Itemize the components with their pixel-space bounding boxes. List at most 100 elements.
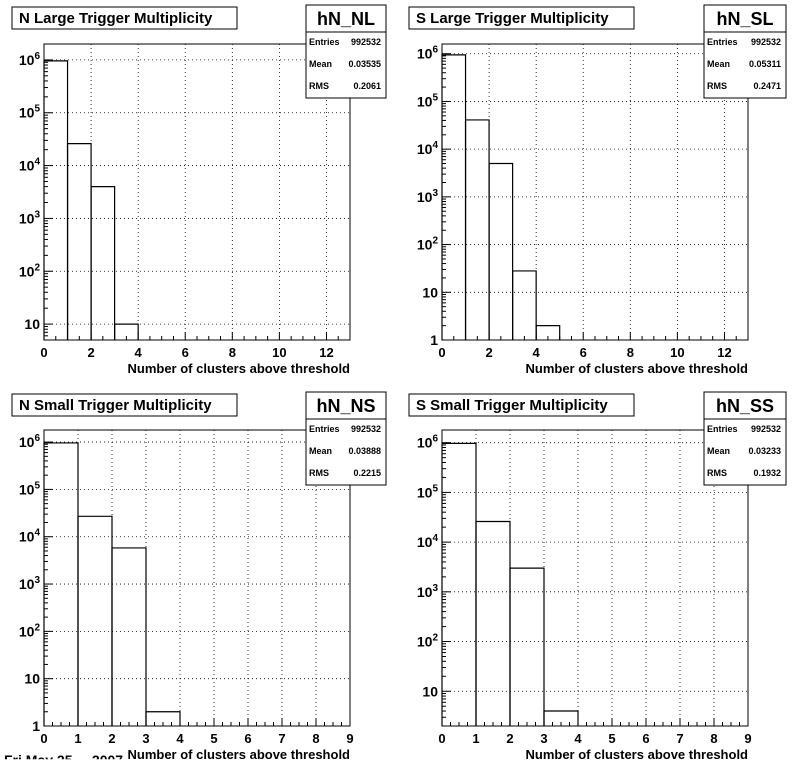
x-tick-label: 4 — [135, 345, 143, 360]
x-tick-label: 12 — [319, 345, 333, 360]
histogram-bar — [111, 547, 147, 726]
histogram-name-box — [305, 391, 387, 420]
x-tick-label: 5 — [608, 731, 615, 746]
histogram-name: hN_SL — [716, 9, 773, 29]
x-tick-label: 4 — [533, 345, 541, 360]
x-tick-label: 0 — [40, 345, 47, 360]
histogram-bar — [475, 520, 511, 726]
y-tick-label: 103 — [19, 575, 41, 592]
x-tick-label: 2 — [108, 731, 115, 746]
x-tick-label: 2 — [506, 731, 513, 746]
histogram-bar — [509, 567, 545, 726]
x-tick-label: 3 — [540, 731, 547, 746]
x-tick-label: 12 — [717, 345, 731, 360]
footer-timestamp: Fri May 25 ... 2007 — [4, 752, 124, 768]
chart-title: S Small Trigger Multiplicity — [416, 397, 608, 414]
x-tick-label: 8 — [710, 731, 717, 746]
stats-box — [305, 31, 387, 99]
x-tick-label: 6 — [182, 345, 189, 360]
x-tick-label: 8 — [627, 345, 634, 360]
x-tick-label: 0 — [40, 731, 47, 746]
histogram-bar — [145, 711, 181, 726]
histogram-name: hN_NS — [316, 396, 375, 416]
histogram-bar — [535, 325, 561, 340]
y-tick-label: 104 — [19, 528, 41, 545]
y-tick-label: 105 — [19, 104, 41, 121]
y-tick-label: 10 — [422, 683, 438, 699]
histogram-bar — [464, 119, 490, 340]
plot-frame — [441, 43, 749, 341]
x-tick-label: 0 — [438, 345, 445, 360]
y-tick-label: 105 — [417, 92, 439, 109]
x-tick-label: 7 — [278, 731, 285, 746]
x-tick-label: 2 — [485, 345, 492, 360]
stats-label: RMS — [707, 81, 727, 91]
stats-box — [305, 418, 387, 486]
histogram-bar — [441, 442, 477, 726]
x-tick-label: 1 — [74, 731, 81, 746]
histogram-bar — [543, 710, 579, 726]
y-tick-label: 105 — [19, 480, 41, 497]
stats-value: 0.2215 — [353, 468, 381, 478]
histogram-panel-4: 0 1 2 3 4 5 6 7 8 9 10 102 103 104 105 106 Number of clu… — [408, 391, 787, 762]
histogram-name: hN_SS — [716, 396, 774, 416]
x-tick-label: 10 — [670, 345, 684, 360]
stats-value: 0.03535 — [348, 59, 381, 69]
stats-value: 0.03233 — [748, 446, 781, 456]
x-tick-label: 4 — [176, 731, 184, 746]
stats-value: 992532 — [351, 424, 381, 434]
x-tick-label: 6 — [580, 345, 587, 360]
y-tick-label: 104 — [417, 533, 439, 550]
chart-title: S Large Trigger Multiplicity — [416, 10, 609, 27]
x-tick-label: 9 — [346, 731, 353, 746]
plot-frame — [43, 429, 351, 727]
y-tick-label: 103 — [417, 583, 439, 600]
x-tick-label: 1 — [472, 731, 479, 746]
stats-label: Mean — [707, 59, 730, 69]
x-tick-label: 4 — [574, 731, 582, 746]
stats-value: 0.05311 — [749, 59, 781, 69]
stats-value: 992532 — [751, 424, 781, 434]
histogram-bar — [77, 515, 113, 726]
histogram-bar — [114, 323, 139, 340]
histogram-bar — [512, 270, 537, 340]
x-axis-label: Number of clusters above threshold — [128, 361, 351, 376]
y-tick-label: 103 — [19, 209, 41, 226]
histogram-panel-1: 0 2 4 6 8 10 12 10 102 103 104 105 106 Number of clus… — [11, 4, 387, 376]
plot-frame — [43, 43, 351, 341]
y-tick-label: 102 — [417, 633, 439, 650]
stats-value: 0.2061 — [353, 81, 381, 91]
y-tick-label: 102 — [19, 262, 41, 279]
histogram-name-box — [305, 4, 387, 33]
chart-title: N Small Trigger Multiplicity — [19, 397, 212, 414]
stats-label: Mean — [309, 446, 332, 456]
y-tick-label: 1 — [32, 718, 40, 734]
stats-label: Entries — [309, 37, 340, 47]
x-tick-label: 6 — [244, 731, 251, 746]
stats-label: Mean — [707, 446, 730, 456]
y-tick-label: 102 — [417, 236, 439, 253]
histogram-panel-2: 0 2 4 6 8 10 12 1 10 102 103 104 105 106 Number of clu… — [408, 4, 787, 376]
x-axis-label: Number of clusters above threshold — [526, 747, 749, 762]
y-tick-label: 102 — [19, 622, 41, 639]
title-box — [408, 6, 635, 30]
stats-value: 0.1932 — [753, 468, 781, 478]
x-tick-label: 8 — [229, 345, 236, 360]
y-tick-label: 106 — [19, 51, 41, 68]
y-tick-label: 10 — [24, 671, 40, 687]
stats-value: 992532 — [351, 37, 381, 47]
histogram-bar — [43, 60, 69, 340]
x-tick-label: 8 — [312, 731, 319, 746]
y-tick-label: 106 — [417, 45, 439, 62]
x-tick-label: 0 — [438, 731, 445, 746]
stats-label: RMS — [707, 468, 727, 478]
stats-box — [703, 418, 787, 486]
x-axis-label: Number of clusters above threshold — [526, 361, 749, 376]
title-box — [11, 393, 238, 417]
histogram-bar — [66, 143, 92, 340]
x-tick-label: 9 — [744, 731, 751, 746]
y-tick-label: 10 — [24, 316, 40, 332]
stats-value: 0.2471 — [753, 81, 781, 91]
